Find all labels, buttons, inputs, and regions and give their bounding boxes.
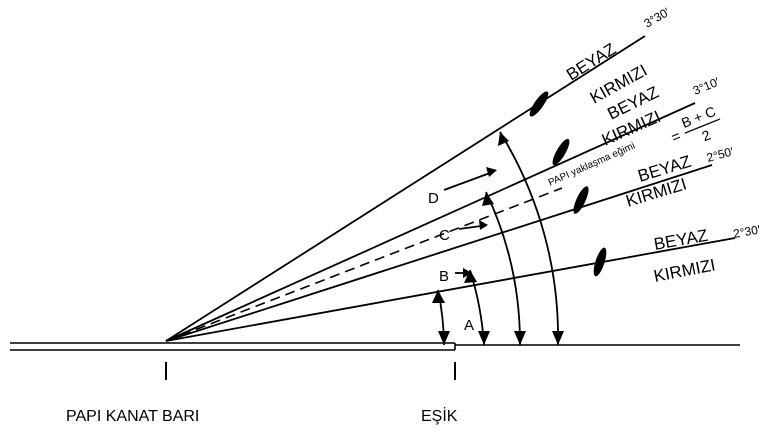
beam-3-angle: 2°50′ xyxy=(705,144,735,165)
wingbar-label: PAPI KANAT BARI xyxy=(66,408,199,425)
light-units xyxy=(529,91,607,277)
angle-arcs xyxy=(437,131,559,346)
light-unit-4 xyxy=(593,247,607,277)
letter-arrows xyxy=(443,167,497,278)
beam-1-angle: 3°30′ xyxy=(642,5,673,31)
beam-line-2-50 xyxy=(165,164,713,342)
beam-lines xyxy=(165,35,736,342)
threshold-label: EŞİK xyxy=(421,406,458,425)
angle-label-a: A xyxy=(464,317,474,334)
light-unit-1 xyxy=(529,91,549,117)
angle-label-d: D xyxy=(428,190,439,207)
approach-path-line xyxy=(165,187,563,342)
angle-label-b: B xyxy=(439,268,449,285)
arc-arrowheads xyxy=(432,132,564,345)
beam-line-3-10 xyxy=(165,102,696,342)
beam-2-angle: 3°10′ xyxy=(691,74,722,97)
angle-label-c: C xyxy=(439,227,450,244)
light-unit-3 xyxy=(573,186,589,214)
formula-equals: = xyxy=(669,128,684,147)
light-unit-2 xyxy=(552,138,570,166)
beam-4-lower-label: KIRMIZI xyxy=(652,255,717,286)
beam-line-3-30 xyxy=(165,35,646,342)
beam-4-angle: 2°30′ xyxy=(732,222,762,241)
beam-4-upper-label: BEYAZ xyxy=(652,226,709,254)
formula-denominator: 2 xyxy=(699,126,712,144)
beam-line-2-30 xyxy=(165,237,736,342)
runway xyxy=(10,342,740,351)
